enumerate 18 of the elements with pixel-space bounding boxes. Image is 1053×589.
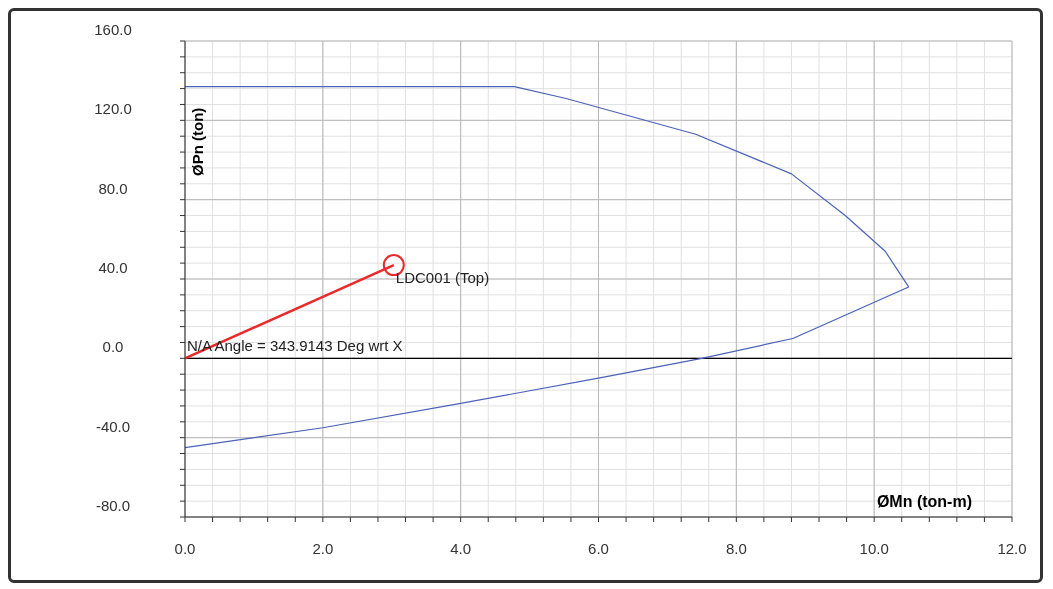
x-axis-title: ØMn (ton-m) — [876, 493, 972, 511]
y-tick-label: -80.0 — [95, 497, 131, 514]
annotation: LDC001 (Top) — [395, 269, 490, 287]
x-tick-label: 12.0 — [997, 540, 1027, 557]
y-tick-label: 120.0 — [94, 100, 132, 118]
y-tick-label: 40.0 — [98, 259, 128, 276]
y-tick-label: -40.0 — [95, 417, 131, 435]
y-tick-label: 160.0 — [94, 21, 132, 38]
x-tick-label: 6.0 — [588, 540, 609, 557]
x-tick-label: 0.0 — [174, 540, 196, 557]
annotation: N/A Angle = 343.9143 Deg wrt X — [187, 337, 403, 354]
x-tick-label: 2.0 — [312, 540, 334, 557]
y-tick-label: 80.0 — [98, 179, 128, 197]
y-axis-title: ØPn (ton) — [189, 107, 206, 176]
x-tick-label: 10.0 — [859, 540, 889, 557]
x-tick-label: 8.0 — [725, 540, 747, 557]
x-tick-label: 4.0 — [450, 540, 472, 557]
y-tick-label: 0.0 — [102, 338, 124, 356]
